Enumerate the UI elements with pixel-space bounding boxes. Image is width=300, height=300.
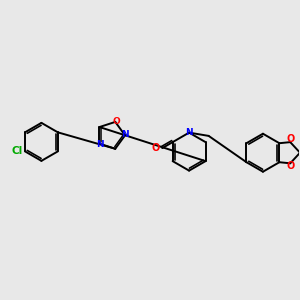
Text: Cl: Cl <box>11 146 23 156</box>
Text: N: N <box>121 130 128 139</box>
Text: O: O <box>287 161 295 171</box>
Text: N: N <box>96 140 104 149</box>
Text: O: O <box>152 143 160 153</box>
Text: O: O <box>112 117 120 126</box>
Text: O: O <box>287 134 295 144</box>
Text: N: N <box>185 128 193 136</box>
